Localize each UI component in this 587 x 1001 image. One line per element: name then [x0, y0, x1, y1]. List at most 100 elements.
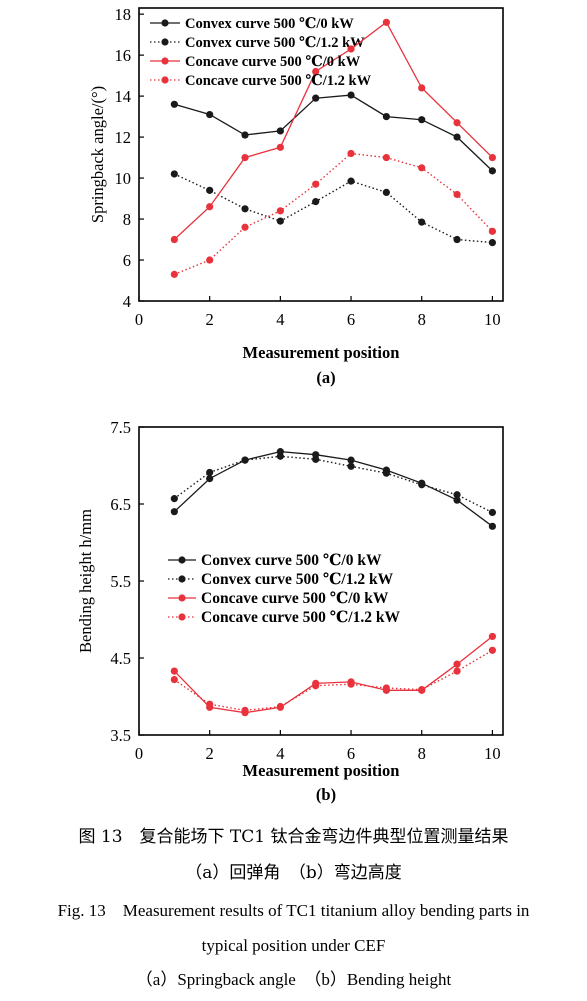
y-axis-label: Springback angle/(°) [88, 86, 107, 223]
data-point [418, 481, 426, 489]
legend-label: Concave curve 500 ℃/1.2 kW [201, 609, 400, 626]
caption-zh-title: 图 13 复合能场下 TC1 钛合金弯边件典型位置测量结果 [78, 827, 509, 847]
legend-label: Concave curve 500 ℃/1.2 kW [185, 73, 372, 89]
data-point [206, 700, 214, 708]
data-point [170, 170, 178, 178]
data-point [241, 706, 249, 714]
data-point [312, 67, 320, 76]
data-point [488, 508, 496, 517]
data-point [488, 632, 496, 641]
series-line [173, 450, 493, 527]
data-point [488, 646, 496, 654]
x-tick-label: 8 [418, 310, 426, 329]
x-axis-label: Measurement position [243, 343, 400, 362]
data-point [206, 468, 214, 477]
x-tick-label: 2 [206, 744, 214, 763]
data-point [312, 455, 320, 463]
data-point [170, 508, 178, 516]
legend-marker [178, 575, 186, 583]
data-point [382, 684, 390, 692]
panel-label: (b) [316, 785, 336, 804]
legend-label: Convex curve 500 ℃/0 kW [201, 552, 382, 569]
data-point [418, 685, 426, 694]
plot-frame [138, 7, 504, 302]
data-point [241, 153, 249, 162]
y-tick-label: 4.5 [110, 649, 131, 668]
y-tick-label: 18 [115, 5, 132, 24]
panel-label: (a) [316, 368, 335, 387]
data-point [453, 190, 461, 199]
series-line [173, 455, 493, 514]
x-tick-label: 10 [484, 744, 501, 763]
data-point [206, 110, 214, 119]
x-tick-label: 10 [484, 310, 501, 329]
data-point [347, 462, 355, 470]
x-tick-label: 2 [206, 310, 214, 329]
x-tick-label: 4 [276, 744, 284, 763]
data-point [170, 100, 178, 108]
data-point [241, 456, 249, 464]
legend-label: Concave curve 500 ℃/0 kW [201, 590, 389, 607]
y-tick-label: 4 [123, 292, 131, 311]
legend-marker [161, 76, 169, 84]
data-point [276, 127, 284, 135]
legend-marker [161, 19, 169, 27]
legend-marker [178, 594, 186, 602]
data-point [312, 198, 320, 206]
y-tick-label: 14 [115, 87, 132, 106]
y-tick-label: 12 [115, 128, 132, 147]
data-point [276, 702, 284, 711]
y-tick-label: 5.5 [110, 572, 131, 591]
legend-marker [178, 613, 186, 621]
data-point [382, 153, 390, 162]
x-tick-label: 0 [135, 310, 143, 329]
series-line [174, 152, 493, 276]
data-point [206, 256, 214, 264]
legend-label: Convex curve 500 ℃/1.2 kW [185, 35, 365, 51]
series-line [173, 649, 493, 712]
data-point [241, 131, 249, 139]
data-point [312, 94, 320, 102]
data-point [276, 207, 284, 215]
data-point [276, 452, 284, 460]
y-tick-label: 16 [115, 46, 132, 65]
series-line [173, 635, 493, 714]
series-line [173, 21, 493, 240]
data-point [488, 227, 496, 235]
data-point [170, 235, 178, 244]
y-tick-label: 3.5 [110, 726, 131, 745]
data-point [170, 270, 178, 278]
series-line [174, 94, 493, 172]
x-tick-label: 8 [418, 744, 426, 763]
data-point [453, 496, 461, 504]
data-point [453, 660, 461, 668]
y-tick-label: 7.5 [110, 418, 131, 437]
x-tick-label: 4 [276, 310, 284, 329]
x-tick-label: 6 [347, 744, 355, 763]
data-point [488, 167, 496, 175]
data-point [347, 177, 355, 185]
data-point [276, 143, 284, 151]
data-point [347, 91, 355, 99]
data-point [488, 522, 496, 530]
data-point [312, 180, 320, 188]
data-point [418, 84, 426, 92]
data-point [206, 203, 214, 211]
y-tick-label: 10 [115, 169, 132, 188]
x-tick-label: 6 [347, 310, 355, 329]
data-point [453, 235, 461, 244]
caption-en-line2: typical position under CEF [201, 936, 386, 955]
data-point [170, 495, 178, 503]
x-tick-label: 0 [135, 744, 143, 763]
y-tick-label: 8 [123, 210, 131, 229]
legend-label: Convex curve 500 ℃/1.2 kW [201, 571, 394, 588]
bending-height-chart: 0 2 4 6 8 10 3.5 4.5 5.5 6.5 7.5 Measurement positi… [76, 418, 504, 804]
series-line [174, 173, 493, 244]
caption-en-line1: Fig. 13 Measurement results of TC1 titan… [57, 901, 530, 920]
legend-marker [161, 38, 169, 46]
data-point [418, 164, 426, 172]
legend-label: Concave curve 500 ℃/0 kW [185, 54, 361, 70]
legend-marker [161, 57, 169, 65]
data-point [453, 119, 461, 127]
